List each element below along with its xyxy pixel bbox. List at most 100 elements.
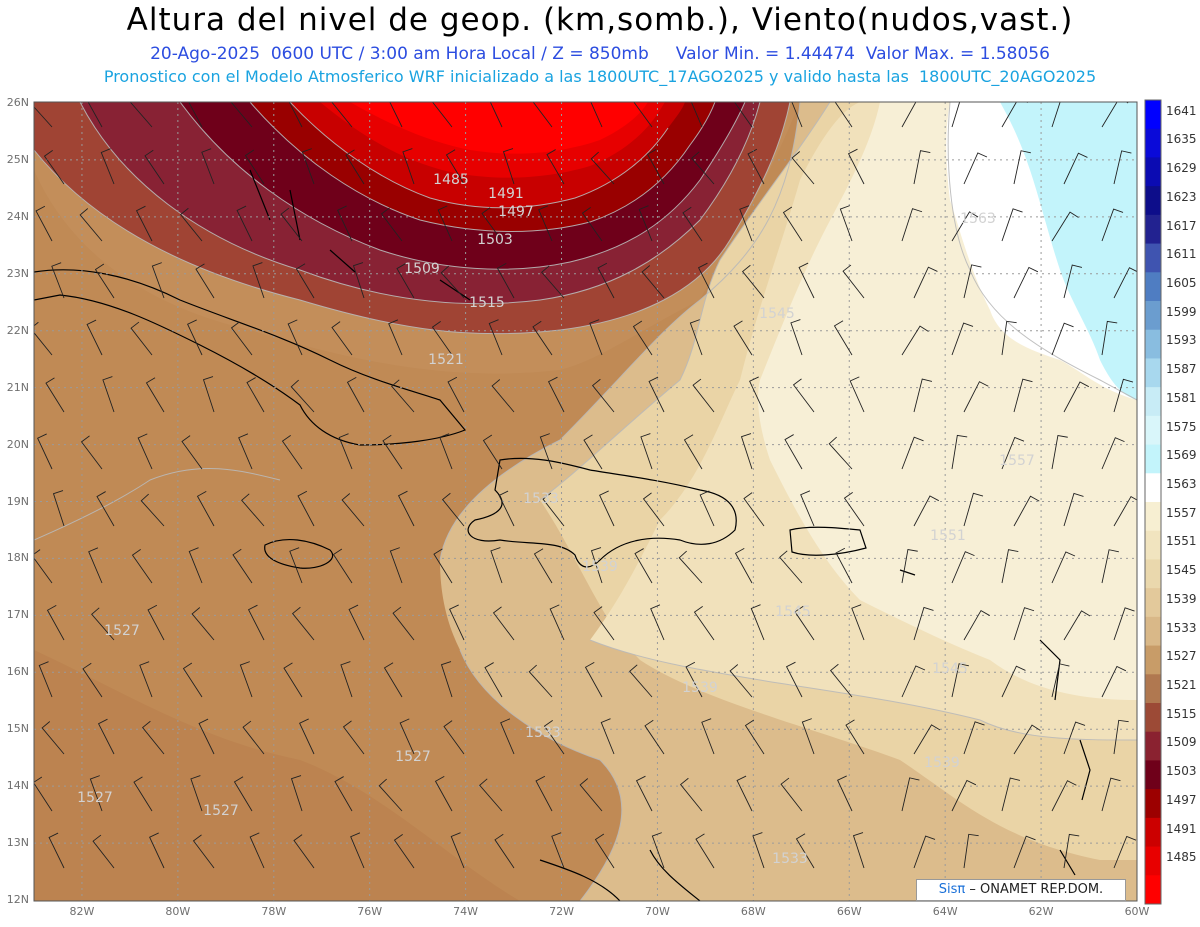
- wind-barb: [913, 724, 941, 755]
- wind-barb: [551, 832, 565, 869]
- field-1557: [758, 102, 1137, 700]
- wind-barb: [37, 433, 53, 470]
- wind-barb: [913, 266, 938, 299]
- wind-barb: [1101, 777, 1121, 812]
- lat-label: 15N: [6, 722, 29, 736]
- wind-barb: [288, 102, 303, 128]
- wind-barb: [538, 205, 553, 242]
- wind-barb: [590, 151, 615, 185]
- wind-barb: [242, 720, 265, 755]
- lat-label: 21N: [6, 380, 29, 394]
- wind-barb: [1063, 721, 1086, 755]
- credit-box: Sisπ – ONAMET REP.DOM.: [916, 879, 1126, 901]
- wind-barb: [579, 778, 603, 812]
- coastline-bahamas: [249, 169, 471, 301]
- lat-label: 16N: [6, 665, 29, 679]
- colorbar-label: 1509: [1166, 735, 1197, 750]
- colorbar-label: 1503: [1166, 764, 1197, 779]
- wind-barb: [188, 102, 203, 128]
- map-title: Altura del nivel de geop. (km,somb.), Vi…: [126, 2, 1074, 38]
- contour-label: 1557: [999, 453, 1035, 469]
- wind-barb: [963, 833, 979, 869]
- wind-barb: [100, 148, 115, 185]
- wind-barb: [542, 492, 565, 527]
- wind-barb: [951, 434, 968, 470]
- wind-barb: [638, 205, 653, 242]
- wind-barb: [52, 490, 65, 527]
- map-subtitle-time: 20-Ago-2025 0600 UTC / 3:00 am Hora Loca…: [150, 44, 1050, 64]
- wind-barb: [1001, 777, 1021, 812]
- wind-barb: [852, 832, 865, 869]
- wind-barb: [800, 490, 815, 527]
- wind-barb: [399, 718, 415, 755]
- wind-barb: [543, 720, 565, 755]
- wind-barb: [238, 433, 253, 470]
- wind-barb: [51, 262, 65, 299]
- coastline-antilles: [899, 569, 1091, 876]
- wind-barb: [835, 547, 853, 584]
- wind-barb: [699, 490, 715, 527]
- wind-barb: [741, 264, 765, 299]
- colorbar-label: 1551: [1166, 534, 1197, 549]
- wind-barb: [440, 265, 465, 299]
- wind-barb: [182, 662, 203, 698]
- wind-barb: [780, 777, 803, 812]
- wind-barb: [241, 493, 265, 527]
- lat-label: 24N: [6, 209, 29, 223]
- colorbar-swatch: [1145, 674, 1161, 704]
- contour-label: 1527: [104, 623, 140, 639]
- wind-barb: [92, 834, 115, 869]
- wind-barb: [528, 664, 553, 698]
- wind-barb: [492, 606, 515, 641]
- wind-barb: [843, 492, 865, 527]
- contour-label: 1551: [930, 528, 966, 544]
- colorbar-swatch: [1145, 588, 1161, 618]
- lon-label: 68W: [740, 905, 766, 918]
- wind-barb: [388, 319, 403, 356]
- wind-barb: [484, 662, 503, 698]
- wind-barb: [791, 151, 815, 185]
- colorbar-swatch: [1145, 559, 1161, 589]
- wind-barb: [97, 718, 115, 755]
- map-frame: [33, 101, 1138, 902]
- wind-barb: [752, 832, 765, 869]
- field-1521: [34, 650, 520, 901]
- wind-barb: [382, 434, 403, 470]
- wind-barb: [644, 719, 665, 755]
- colorbar: [1145, 100, 1161, 905]
- contour-label: 1503: [477, 232, 513, 248]
- wind-barb: [1101, 320, 1118, 356]
- wind-barb: [847, 148, 865, 185]
- lat-label: 22N: [6, 323, 29, 337]
- wind-barb: [35, 205, 53, 242]
- wind-barb: [682, 206, 703, 242]
- wind-barb: [851, 604, 865, 641]
- contour-label: 1539: [682, 680, 718, 696]
- wind-barb: [785, 661, 803, 698]
- wind-barb: [1001, 102, 1028, 128]
- wind-barb: [482, 434, 503, 470]
- contour-label: 1527: [203, 803, 239, 819]
- wind-barb: [1013, 607, 1035, 641]
- wind-barb: [289, 547, 303, 584]
- wind-barb: [94, 263, 115, 299]
- wind-barb: [389, 547, 403, 584]
- wind-barb: [290, 379, 315, 413]
- wind-barb: [291, 606, 315, 641]
- wind-barb: [43, 150, 65, 185]
- wind-barb: [88, 547, 103, 584]
- field-1509: [80, 102, 760, 304]
- colorbar-swatch: [1145, 214, 1161, 245]
- contour-label: 1527: [77, 790, 113, 806]
- wind-barb: [779, 550, 803, 584]
- colorbar-swatch: [1145, 387, 1161, 417]
- colorbar-label: 1563: [1166, 477, 1197, 491]
- wind-barb: [913, 150, 931, 185]
- colorbar-label: 1575: [1166, 419, 1197, 434]
- wind-barb: [901, 102, 928, 128]
- contour-label: 1545: [932, 661, 968, 677]
- wind-barb: [247, 604, 265, 641]
- wind-barb: [293, 834, 315, 869]
- wind-barb: [693, 606, 715, 641]
- colorbar-swatch: [1145, 789, 1161, 819]
